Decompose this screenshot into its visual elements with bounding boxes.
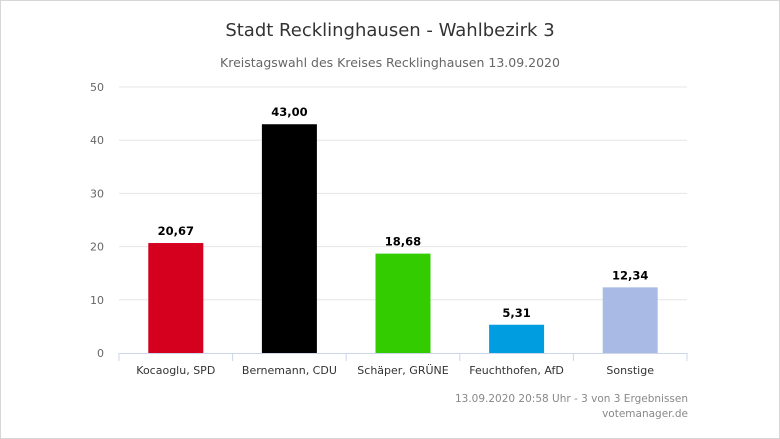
y-tick-label: 20 bbox=[90, 241, 104, 254]
x-tick-label: Schäper, GRÜNE bbox=[357, 364, 448, 377]
footer-timestamp: 13.09.2020 20:58 Uhr - 3 von 3 Ergebniss… bbox=[454, 393, 688, 405]
x-tick-label: Kocaoglu, SPD bbox=[136, 364, 215, 377]
bar bbox=[602, 287, 658, 353]
data-label: 20,67 bbox=[158, 224, 194, 238]
y-tick-label: 0 bbox=[97, 347, 104, 360]
y-tick-label: 50 bbox=[90, 81, 104, 94]
bar bbox=[148, 243, 204, 353]
y-tick-label: 30 bbox=[90, 187, 104, 200]
chart-subtitle: Kreistagswahl des Kreises Recklinghausen… bbox=[220, 55, 560, 70]
bar bbox=[489, 324, 545, 353]
bar bbox=[261, 124, 317, 354]
x-tick-label: Feuchthofen, AfD bbox=[469, 364, 564, 377]
data-label: 18,68 bbox=[385, 235, 421, 249]
y-tick-label: 40 bbox=[90, 134, 104, 147]
x-tick-label: Sonstige bbox=[606, 364, 654, 377]
chart-title: Stadt Recklinghausen - Wahlbezirk 3 bbox=[225, 20, 555, 41]
footer-source: votemanager.de bbox=[602, 408, 688, 420]
data-label: 12,34 bbox=[612, 268, 648, 282]
data-label: 5,31 bbox=[502, 306, 530, 320]
bar bbox=[375, 253, 431, 353]
x-tick-label: Bernemann, CDU bbox=[242, 364, 337, 377]
data-label: 43,00 bbox=[271, 105, 307, 119]
y-tick-label: 10 bbox=[90, 294, 104, 307]
